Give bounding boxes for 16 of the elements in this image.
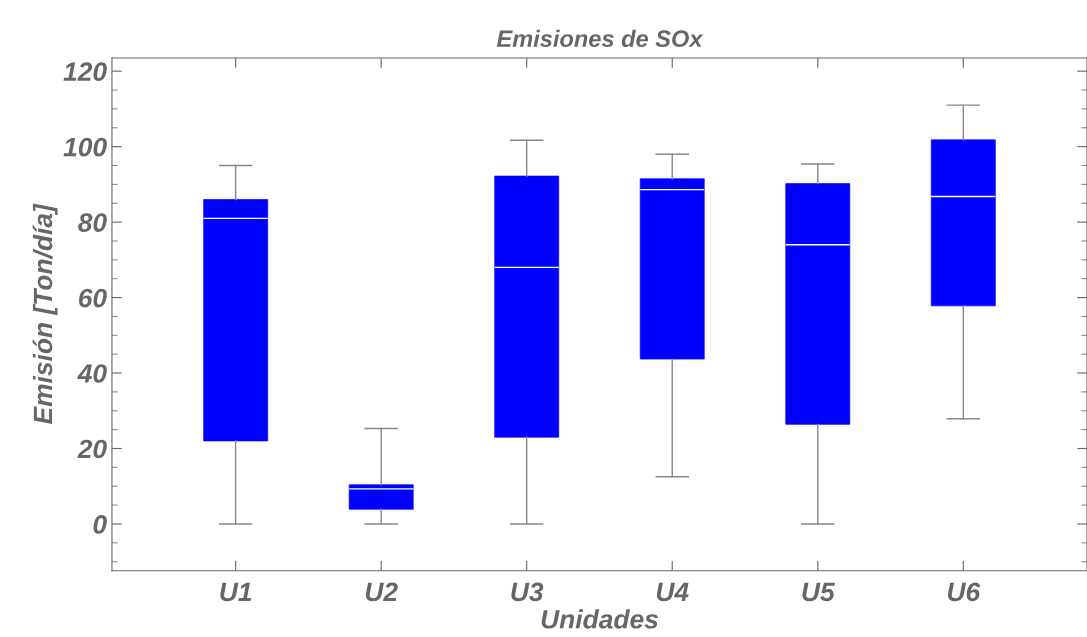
y-tick-label: 80 [78, 213, 107, 232]
x-axis-title: Unidades [541, 609, 658, 629]
x-tick-label: U1 [220, 582, 252, 602]
chart-title: Emisiones de SOx [496, 29, 704, 48]
y-axis-title: Emisión [Ton/día] [32, 203, 58, 425]
x-tick-label: U3 [511, 582, 544, 602]
x-tick-label: U6 [947, 582, 981, 602]
x-tick-label: U2 [365, 582, 398, 602]
x-tick-label: U5 [802, 582, 835, 602]
y-tick-label: 60 [78, 288, 107, 308]
y-tick-label: 20 [77, 439, 107, 459]
y-tick-label: 0 [93, 515, 107, 534]
y-tick-label: 100 [63, 137, 107, 157]
y-tick-label: 40 [77, 364, 107, 383]
y-tick-label: 120 [63, 62, 107, 81]
x-tick-label: U4 [656, 582, 689, 602]
